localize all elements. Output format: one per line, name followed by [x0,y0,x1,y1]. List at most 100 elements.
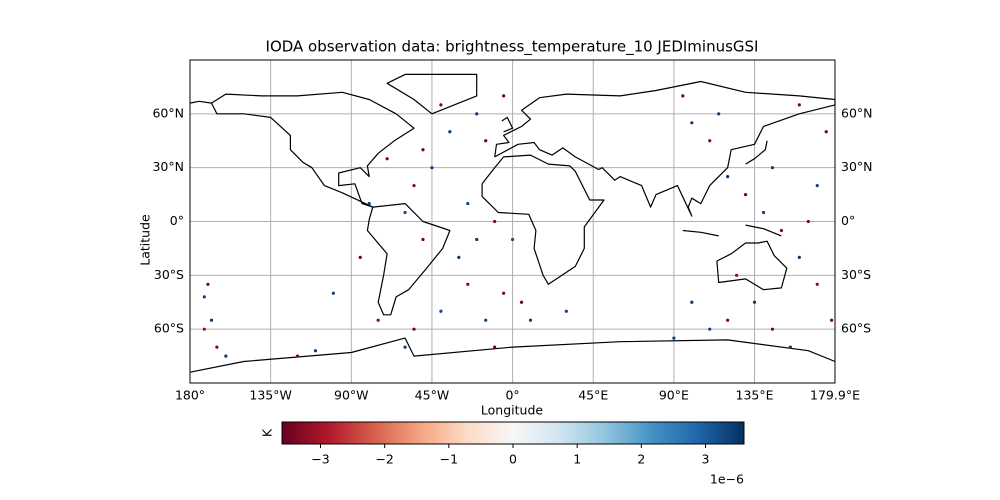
observation-point [726,318,730,322]
observation-point [358,255,362,259]
observation-point [484,139,488,143]
colorbar-tick-label: 1 [573,452,581,467]
y-tick-label: 60°S [154,321,184,336]
observation-point [770,327,775,331]
observation-point [824,130,828,134]
observation-point [761,210,766,215]
x-tick-label: 45°W [415,388,450,403]
colorbar-label: K [260,428,275,437]
observation-point [528,318,533,322]
map-frame [189,59,836,384]
observation-point [224,354,228,358]
x-tick-label: 45°E [578,388,608,403]
observation-point [815,184,819,188]
y-tick-label-right: 30°S [841,267,871,282]
observation-point [519,300,524,304]
observation-point [421,237,425,242]
coastline [716,240,788,291]
coastline [745,140,768,165]
observation-point [806,219,810,224]
observation-point [215,345,219,349]
x-tick-label: 135°W [249,388,291,403]
observation-point [475,237,479,242]
observation-point [412,327,416,331]
observation-point [726,175,730,179]
colorbar-tick-label: −2 [375,452,393,467]
observation-point [412,184,416,188]
y-tick-label-right: 60°S [841,321,871,336]
observation-point [457,255,461,259]
x-tick-label: 180° [175,388,205,403]
observation-point [475,112,479,116]
observation-point [421,148,425,152]
observation-point [510,237,515,242]
observation-point [493,345,497,349]
observation-point [385,157,389,161]
observation-point [717,112,721,116]
observation-point [743,192,748,197]
y-tick-label: 30°N [152,159,184,174]
x-tick-label: 90°E [659,388,689,403]
y-axis-label: Latitude [138,214,153,266]
observation-point [206,282,210,286]
observation-point [752,300,757,304]
observation-point [439,309,443,313]
observation-point [797,103,801,107]
observation-point [735,273,739,277]
observation-point [295,354,300,358]
x-tick-label: 0° [505,388,519,403]
observation-point [331,291,335,295]
colorbar-tick-label: 3 [702,452,710,467]
observation-point [690,300,694,304]
observation-point [209,318,214,322]
colorbar-tick-label: −1 [440,452,458,467]
colorbar-offset: 1e−6 [710,472,744,487]
coastline [481,154,605,285]
observation-point [439,103,443,107]
observation-point [484,318,488,322]
colorbar [281,421,745,445]
observation-point [770,166,775,170]
observation-point [690,121,694,125]
coastline [366,203,451,316]
observation-point [448,130,452,134]
observation-point [367,201,371,206]
coastline [210,91,415,208]
x-tick-label: 179.9°E [810,388,860,403]
observation-point [829,318,834,322]
observation-point [376,318,380,322]
y-tick-label-right: 60°N [841,105,873,120]
x-axis-label: Longitude [481,403,543,418]
observation-point [466,282,470,286]
observation-point [466,201,470,206]
coastline [494,80,836,217]
y-tick-label: 30°S [154,267,184,282]
colorbar-tick-label: 2 [637,452,645,467]
observation-point [493,219,497,224]
observation-point [708,327,712,331]
y-tick-label: 60°N [152,105,184,120]
coastline [189,100,212,104]
observation-point [788,345,792,349]
y-tick-label-right: 30°N [841,159,873,174]
observation-point [313,349,318,353]
coastline [745,224,782,237]
x-tick-label: 135°E [736,388,774,403]
coastline [386,73,478,115]
observation-point [430,166,434,170]
observation-point [564,309,568,313]
observation-point [672,336,676,340]
observation-point [681,94,685,98]
colorbar-tick-label: 0 [509,452,517,467]
observation-point [815,282,819,286]
y-tick-label-right: 0° [841,213,855,228]
x-tick-label: 90°W [334,388,369,403]
observation-point [403,210,407,215]
coastline [682,229,719,237]
observation-point [403,345,407,349]
y-tick-label: 0° [170,213,184,228]
observation-point [779,228,784,233]
observation-point [502,291,506,295]
coastline [501,116,514,133]
